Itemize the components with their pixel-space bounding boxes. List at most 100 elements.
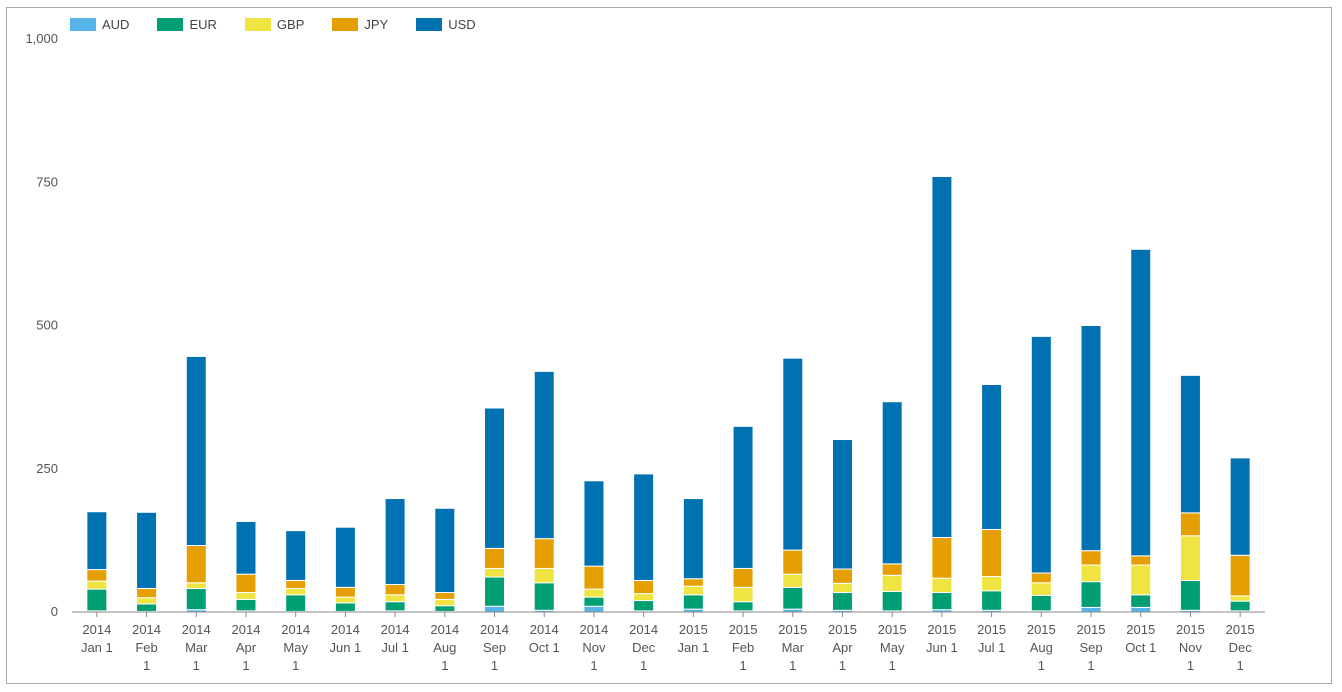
x-tick-label-line: 2015 (927, 622, 956, 637)
x-tick-label-line: 1 (1087, 658, 1094, 673)
x-tick-label-line: 1 (292, 658, 299, 673)
legend-item-gbp[interactable]: GBP (244, 17, 305, 32)
legend-swatch (70, 18, 96, 31)
x-tick-label-line: 2014 (132, 622, 161, 637)
bar-segment-usd (931, 176, 953, 539)
x-tick-label-line: 2014 (232, 622, 261, 637)
x-tick-label-line: Mar (782, 640, 805, 655)
x-tick-label-line: Sep (483, 640, 506, 655)
x-tick-label: 2014 May 1 (281, 622, 310, 673)
x-tick-label-line: 1 (1237, 658, 1244, 673)
x-tick-label-line: Feb (732, 640, 754, 655)
bar-segment-jpy (185, 545, 207, 584)
bar-segment-eur (881, 590, 903, 612)
y-tick-label: 500 (36, 318, 58, 333)
bar-segment-eur (931, 592, 953, 611)
bar-segment-gbp (881, 574, 903, 592)
bar-segment-aud (1130, 606, 1152, 613)
x-tick-label-line: 2015 (977, 622, 1006, 637)
bar-segment-usd (782, 357, 804, 551)
bar-segment-usd (136, 511, 158, 590)
x-tick-label-line: 2014 (281, 622, 310, 637)
x-tick-label: 2015 Nov 1 (1176, 622, 1205, 673)
legend-swatch (244, 18, 271, 31)
x-tick-label-line: Dec (1229, 640, 1253, 655)
x-tick-label-line: 2015 (778, 622, 807, 637)
bar-segment-gbp (1080, 564, 1102, 583)
bar-segment-gbp (533, 567, 555, 584)
bar-segment-eur (682, 594, 704, 610)
x-tick-label-line: 1 (193, 658, 200, 673)
x-tick-label-line: 2014 (381, 622, 410, 637)
x-tick-label-line: Mar (185, 640, 208, 655)
y-tick-label: 0 (51, 604, 58, 619)
x-tick-label: 2014 Jul 1 (381, 622, 410, 655)
bar-segment-aud (583, 605, 605, 613)
bar-segment-jpy (235, 573, 257, 594)
x-tick-label: 2015 Mar 1 (778, 622, 807, 673)
bar-segment-jpy (931, 537, 953, 579)
x-tick-label-line: Aug (1030, 640, 1053, 655)
bar-segment-gbp (86, 580, 108, 590)
x-tick-label-line: 1 (491, 658, 498, 673)
y-tick-label: 1,000 (25, 31, 58, 46)
legend-item-eur[interactable]: EUR (157, 17, 217, 32)
legend-item-aud[interactable]: AUD (70, 17, 129, 32)
x-tick-label: 2014 Nov 1 (579, 622, 608, 673)
bar-segment-usd (235, 520, 257, 575)
bar-segment-aud (484, 605, 506, 613)
bar-segment-gbp (334, 596, 356, 604)
x-tick-label-line: 2014 (331, 622, 360, 637)
legend-item-usd[interactable]: USD (416, 17, 476, 32)
bar-segment-eur (334, 602, 356, 612)
x-tick-label-line: Apr (832, 640, 853, 655)
bar-segment-jpy (384, 583, 406, 596)
bar-segment-jpy (533, 538, 555, 569)
bar-segment-gbp (782, 573, 804, 588)
bar-segment-gbp (1179, 535, 1201, 581)
bar-segment-gbp (185, 582, 207, 590)
bar-segment-usd (1179, 374, 1201, 514)
bar-segment-eur (633, 600, 655, 612)
bar-segment-usd (981, 384, 1003, 530)
legend-label: USD (448, 17, 476, 32)
bar-segment-gbp (981, 575, 1003, 592)
x-tick-label-line: 2015 (679, 622, 708, 637)
bar-segment-gbp (682, 585, 704, 596)
bar-segment-jpy (881, 563, 903, 576)
x-tick-label-line: 1 (590, 658, 597, 673)
bar-segment-usd (732, 425, 754, 569)
y-tick-label: 750 (36, 174, 58, 189)
bar-segment-usd (1130, 248, 1152, 557)
bar-segment-jpy (1130, 555, 1152, 566)
x-tick-label: 2014 Mar 1 (182, 622, 211, 673)
x-tick-label: 2015 Apr 1 (828, 622, 857, 673)
bar-segment-jpy (1030, 572, 1052, 584)
bar-segment-jpy (831, 568, 853, 584)
bar-segment-gbp (1130, 564, 1152, 596)
y-tick-label: 250 (36, 461, 58, 476)
x-tick-label-line: Apr (236, 640, 257, 655)
bar-segment-usd (831, 439, 853, 570)
bar-segment-jpy (86, 569, 108, 582)
legend-label: GBP (276, 17, 305, 32)
x-tick-label: 2014 Oct 1 (529, 622, 560, 655)
x-tick-label: 2015 Dec 1 (1226, 622, 1255, 673)
bar-segment-eur (583, 596, 605, 607)
x-tick-label-line: Jun 1 (329, 640, 361, 655)
bar-segment-usd (384, 498, 406, 585)
bar-segment-usd (86, 511, 108, 571)
bar-segment-usd (583, 480, 605, 567)
bar-segment-eur (1030, 594, 1052, 612)
bar-segment-usd (1080, 325, 1102, 552)
x-tick-label-line: 1 (1187, 658, 1194, 673)
bar-segment-jpy (1179, 512, 1201, 537)
x-tick-label: 2014 Jun 1 (329, 622, 361, 655)
x-tick-label-line: 2015 (1077, 622, 1106, 637)
bar-segment-eur (831, 592, 853, 611)
x-tick-label: 2015 Jan 1 (677, 622, 709, 655)
bar-segment-usd (285, 530, 307, 581)
legend-item-jpy[interactable]: JPY (332, 17, 388, 32)
legend-swatch (332, 18, 359, 31)
